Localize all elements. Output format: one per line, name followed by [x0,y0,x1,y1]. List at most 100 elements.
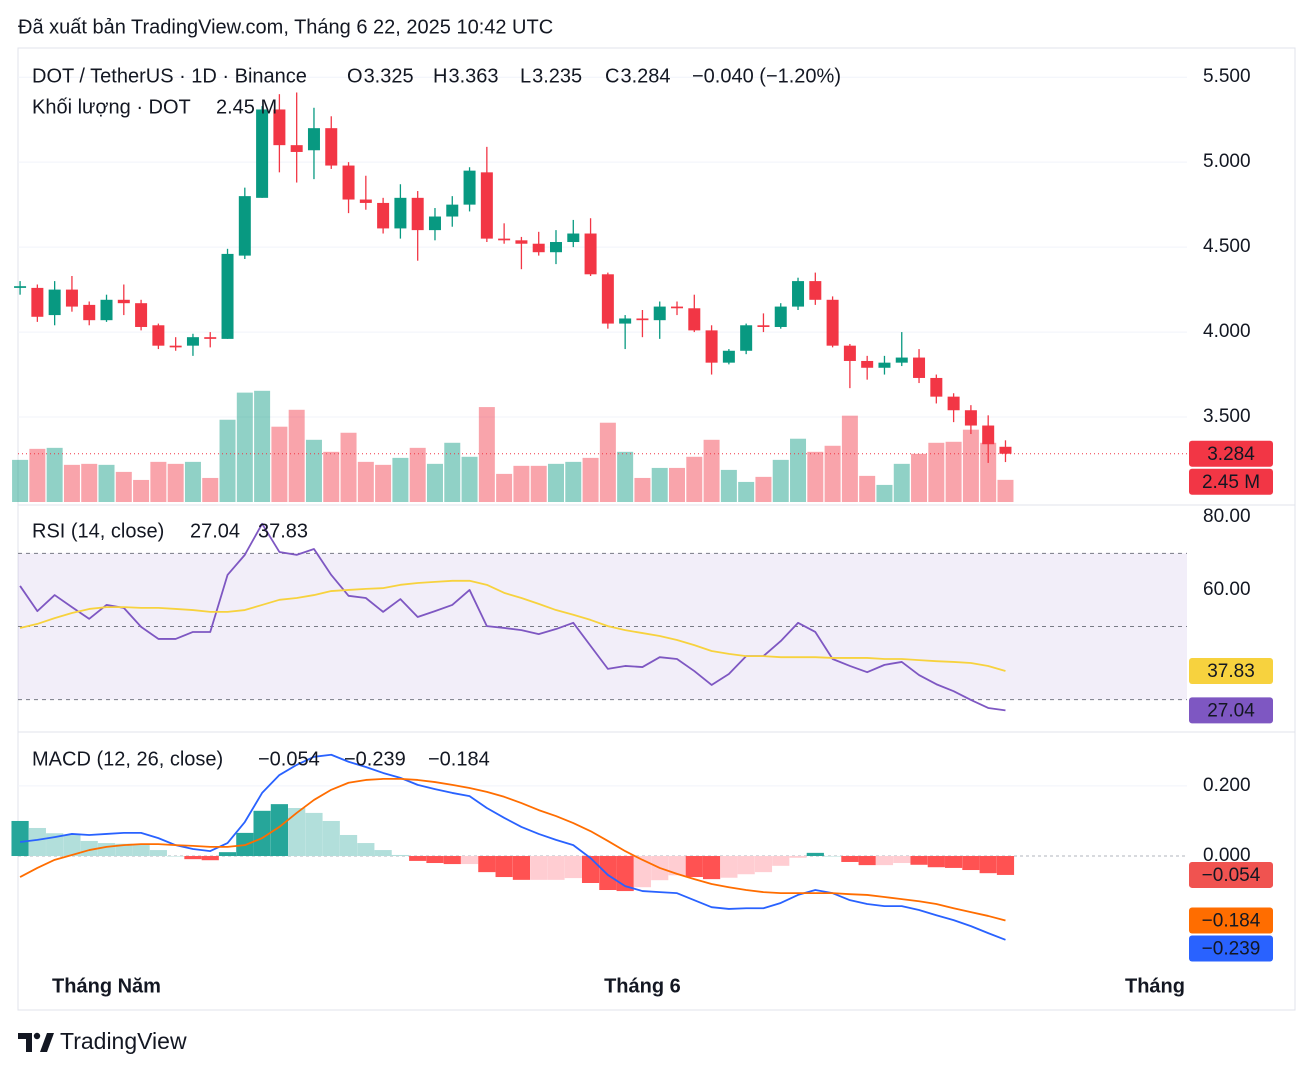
candle-body [999,446,1012,454]
histogram-bar [633,856,652,888]
histogram-bar [305,812,323,857]
histogram-bar [547,856,565,880]
logo-mark [33,1032,41,1040]
price-tag-label: 2.45 M [1202,472,1260,493]
histogram-bar [460,856,479,865]
candle-body [83,304,96,321]
volume-bar [859,475,876,502]
volume-bar [599,422,616,502]
candle-body [982,425,995,445]
candle-body [238,196,251,256]
volume-bar [461,456,478,502]
logo-mark [40,1033,54,1052]
price-tag [1189,468,1273,495]
histogram-bar [409,856,427,861]
legend-text: −0.184 [428,748,490,770]
indicator-line [19,579,1006,672]
candle-body [377,202,390,229]
candle-body [792,281,805,307]
x-tick-label: Tháng [1125,975,1185,997]
histogram-bar [806,852,824,857]
candle-body [913,357,926,378]
histogram-bar [391,854,410,857]
volume-bar [271,426,288,502]
histogram-bar [841,856,859,862]
histogram-bar [789,856,807,858]
legend-text: MACD (12, 26, close) [32,748,223,770]
histogram-bar [754,856,773,873]
candle-body [774,306,787,327]
legend-text: DOT / TetherUS · 1D · Binance [32,65,307,87]
legend-text: O [347,65,363,87]
volume-bar [617,451,634,502]
candle-body [878,362,891,368]
volume-bar [357,461,374,502]
histogram-bar [28,827,46,857]
histogram-bar [339,834,358,857]
candle-body [169,345,182,348]
volume-bar [824,445,841,502]
volume-bar [46,447,63,502]
histogram-bar [996,856,1015,875]
histogram-bar [218,852,237,857]
candle-body [14,286,27,288]
candle-body [740,325,753,351]
histogram-bar [443,856,461,865]
candle-body [653,306,666,321]
histogram-bar [893,856,911,864]
histogram-bar [564,856,582,879]
y-tick-label: 80.00 [1203,506,1251,527]
legend-text: 3.363 [448,65,498,87]
volume-bar [530,465,547,502]
candle-body [359,199,372,203]
volume-bar [841,415,858,502]
candle-body [342,165,355,200]
y-tick-label: 4.500 [1203,236,1251,257]
volume-bar [945,441,962,502]
indicator-line [19,753,1006,941]
y-tick-label: 0.000 [1203,845,1251,866]
volume-bar [184,461,201,502]
candle-body [757,325,770,327]
frame [17,47,1296,1011]
histogram-bar [478,856,496,873]
logo [18,1032,54,1052]
candle-body [705,330,718,363]
volume-bar [807,451,824,502]
histogram-bar [772,856,790,866]
histogram-bar [824,856,842,857]
volume-bar [911,453,928,502]
histogram-bar [115,843,133,857]
y-tick-label: 0.200 [1203,775,1251,796]
volume-bar [565,461,582,502]
x-tick-label: Tháng Năm [52,975,161,997]
volume-bar [513,465,530,502]
histogram-bar [322,820,340,857]
histogram-bar [581,856,600,883]
y-tick-label: 5.500 [1203,66,1251,87]
volume-bar [634,477,651,502]
legend-text: 27.04 [190,520,240,542]
histogram-bar [288,808,306,857]
histogram-bar [149,850,167,857]
legend-text: 3.235 [532,65,582,87]
volume-bar [772,459,789,502]
volume-bar [686,456,703,502]
price-tag-label: 27.04 [1207,700,1255,721]
legend-text: C [605,65,619,87]
histogram-bar [63,834,81,857]
candle-body [463,170,476,205]
legend-text: 2.45 M [216,96,277,118]
histogram-bar [512,856,531,880]
candle-body [567,233,580,243]
volume-bar [29,448,46,502]
volume-bar [876,484,893,502]
candle-body [256,109,269,198]
legend-text: −0.239 [344,748,406,770]
histogram-bar [97,843,116,857]
price-tag [1189,440,1273,467]
candle-body [688,308,701,331]
volume-bar [426,463,443,502]
volume-bar [340,432,357,502]
candle-body [671,306,684,309]
